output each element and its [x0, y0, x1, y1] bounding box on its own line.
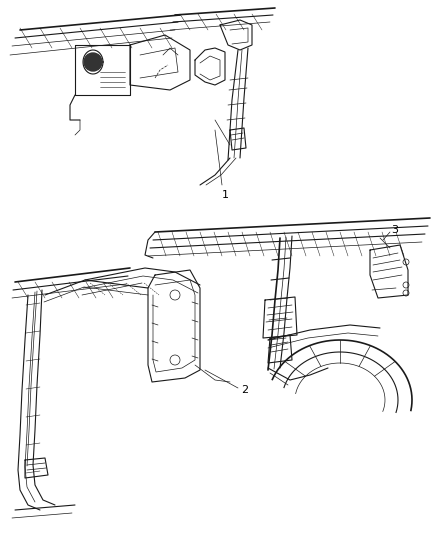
Text: 3: 3	[392, 225, 399, 235]
Text: 2: 2	[241, 385, 248, 395]
Text: 1: 1	[222, 190, 229, 200]
Circle shape	[84, 53, 102, 71]
